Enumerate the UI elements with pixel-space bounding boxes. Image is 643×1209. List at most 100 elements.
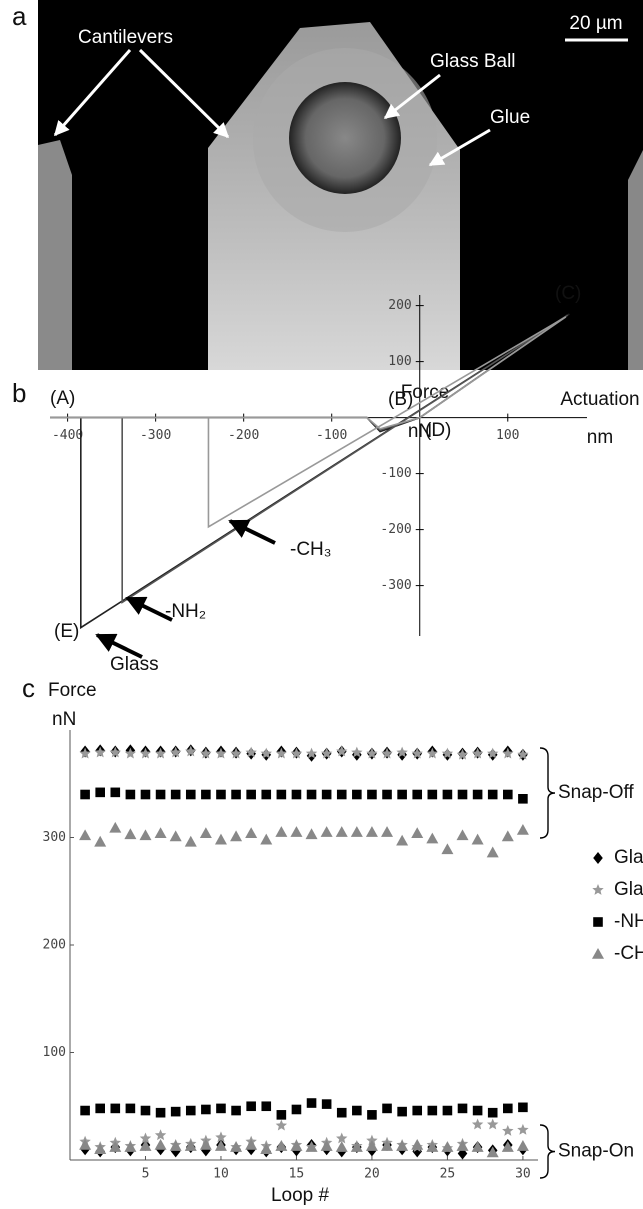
point-label: (B) bbox=[388, 389, 413, 410]
point bbox=[305, 828, 318, 840]
point bbox=[518, 1102, 528, 1113]
point bbox=[246, 789, 256, 800]
point bbox=[139, 1140, 152, 1151]
point bbox=[352, 1105, 362, 1116]
legend-marker bbox=[592, 948, 604, 959]
point bbox=[154, 1129, 167, 1141]
point bbox=[381, 826, 394, 837]
point bbox=[503, 789, 513, 800]
point bbox=[201, 789, 211, 800]
point bbox=[139, 1132, 152, 1144]
point bbox=[350, 826, 363, 837]
x-tick-label: -400 bbox=[52, 428, 83, 443]
point bbox=[245, 827, 258, 838]
point bbox=[109, 1141, 122, 1152]
point bbox=[94, 1143, 107, 1155]
point-label: (D) bbox=[425, 420, 451, 441]
point bbox=[124, 747, 137, 759]
axis-title: Force bbox=[401, 382, 450, 403]
group-label: Snap-On bbox=[558, 1141, 634, 1162]
point bbox=[426, 832, 439, 844]
point bbox=[471, 833, 484, 845]
panel-label: a bbox=[12, 1, 27, 31]
point bbox=[350, 1141, 363, 1152]
point bbox=[290, 826, 303, 837]
point bbox=[382, 789, 392, 800]
point bbox=[412, 1105, 423, 1116]
point bbox=[367, 789, 377, 800]
point bbox=[231, 789, 241, 800]
point bbox=[275, 747, 288, 759]
legend-marker bbox=[592, 884, 604, 895]
point bbox=[487, 747, 499, 759]
point bbox=[215, 1131, 227, 1143]
point bbox=[441, 1141, 454, 1152]
annotation: Cantilevers bbox=[78, 27, 173, 48]
scale-bar-label: 20 µm bbox=[569, 13, 622, 34]
point bbox=[305, 1141, 318, 1152]
point bbox=[124, 828, 137, 840]
point bbox=[110, 1103, 121, 1114]
point bbox=[352, 789, 362, 800]
point bbox=[139, 747, 152, 759]
point bbox=[305, 747, 318, 759]
point bbox=[517, 1123, 529, 1135]
panel-label: b bbox=[12, 378, 26, 408]
point bbox=[80, 789, 90, 800]
point bbox=[471, 1141, 484, 1152]
point bbox=[365, 826, 378, 837]
point bbox=[501, 830, 514, 842]
point bbox=[518, 794, 528, 804]
series-label: -NH₂ bbox=[165, 601, 206, 622]
point bbox=[320, 747, 333, 759]
point bbox=[381, 747, 393, 759]
point bbox=[471, 1118, 484, 1130]
point bbox=[487, 1118, 499, 1130]
point bbox=[456, 829, 469, 841]
bracket bbox=[539, 747, 556, 839]
point bbox=[472, 1105, 483, 1116]
point bbox=[336, 1132, 348, 1144]
y-tick-label: 200 bbox=[43, 938, 66, 953]
point bbox=[335, 1141, 348, 1152]
annotation-arrow bbox=[125, 596, 173, 622]
point bbox=[169, 1140, 182, 1151]
axis-title: Force bbox=[48, 680, 97, 701]
point bbox=[275, 1140, 288, 1151]
y-tick-label: 100 bbox=[388, 354, 411, 369]
point bbox=[457, 1103, 468, 1114]
y-tick-label: -100 bbox=[380, 466, 411, 481]
point bbox=[442, 789, 453, 800]
point bbox=[366, 747, 378, 759]
point bbox=[335, 826, 348, 837]
point bbox=[79, 1138, 92, 1150]
legend-label: -NH₂ bbox=[614, 911, 643, 932]
point bbox=[456, 1140, 469, 1151]
point bbox=[94, 835, 107, 847]
point bbox=[215, 747, 227, 759]
point bbox=[456, 748, 469, 760]
point bbox=[290, 1140, 303, 1151]
point bbox=[486, 846, 499, 858]
point bbox=[140, 1105, 151, 1116]
point bbox=[260, 747, 272, 759]
point bbox=[170, 1106, 181, 1117]
annotation: Glue bbox=[490, 107, 530, 128]
annotation: Glass Ball bbox=[430, 51, 516, 72]
point bbox=[487, 789, 498, 800]
point bbox=[110, 787, 121, 798]
point bbox=[231, 1105, 241, 1116]
axis-unit: nN bbox=[52, 709, 76, 730]
point bbox=[245, 746, 257, 758]
point bbox=[216, 789, 226, 800]
point bbox=[351, 746, 363, 758]
annotation-arrow bbox=[95, 633, 143, 659]
x-tick-label: 30 bbox=[515, 1167, 531, 1182]
point bbox=[457, 789, 468, 800]
x-tick-label: 20 bbox=[364, 1167, 380, 1182]
point bbox=[184, 835, 197, 847]
point bbox=[441, 843, 454, 855]
point bbox=[155, 1107, 166, 1118]
point bbox=[94, 746, 106, 758]
